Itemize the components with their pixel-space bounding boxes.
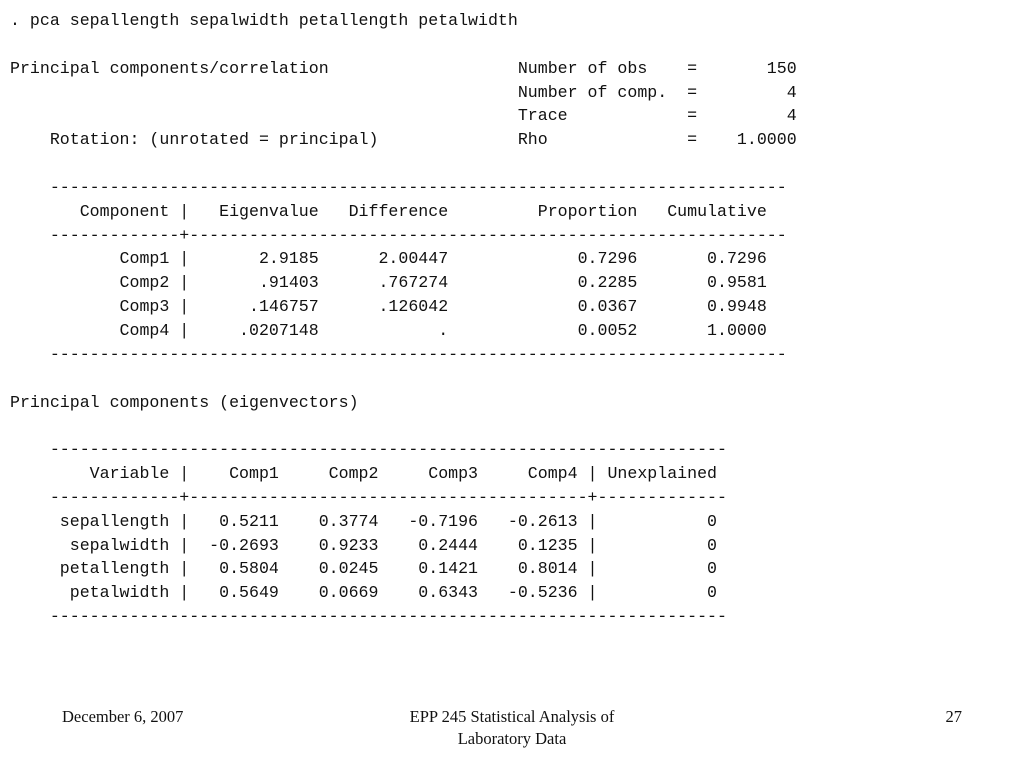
vector-table-header: Variable | Comp1 Comp2 Comp3 Comp4 | Une… <box>10 464 718 484</box>
eigen-table-row: Comp4 | .0207148 . 0.0052 1.0000 <box>10 320 767 340</box>
blank-line <box>10 152 797 176</box>
summary-header-line: Principal components/correlation Number … <box>10 58 797 78</box>
footer-page-number: 27 <box>945 707 963 726</box>
blank-line <box>10 414 797 438</box>
vector-table-rule: ----------------------------------------… <box>10 440 727 460</box>
footer-course-title: EPP 245 Statistical Analysis of Laborato… <box>312 706 712 750</box>
eigen-table-rule: ----------------------------------------… <box>10 177 787 197</box>
footer-date: December 6, 2007 <box>62 707 184 726</box>
vector-table-row: petalwidth | 0.5649 0.0669 0.6343 -0.523… <box>10 583 718 603</box>
rotation-line: Rotation: (unrotated = principal) Rho = … <box>10 130 797 150</box>
vector-table-row: sepalwidth | -0.2693 0.9233 0.2444 0.123… <box>10 535 718 555</box>
eigen-table-header: Component | Eigenvalue Difference Propor… <box>10 201 767 221</box>
eigen-table-row: Comp1 | 2.9185 2.00447 0.7296 0.7296 <box>10 249 767 269</box>
eigenvectors-title: Principal components (eigenvectors) <box>10 392 359 412</box>
vector-table-rule: -------------+--------------------------… <box>10 487 727 507</box>
blank-line <box>10 367 797 391</box>
footer-course-line: Laboratory Data <box>457 729 567 748</box>
eigen-table-row: Comp2 | .91403 .767274 0.2285 0.9581 <box>10 273 767 293</box>
vector-table-row: sepallength | 0.5211 0.3774 -0.7196 -0.2… <box>10 511 718 531</box>
stata-output: . pca sepallength sepalwidth petallength… <box>10 9 797 629</box>
vector-table-row: petallength | 0.5804 0.0245 0.1421 0.801… <box>10 559 718 579</box>
blank-line <box>10 33 797 57</box>
eigen-table-rule: ----------------------------------------… <box>10 344 787 364</box>
summary-line: Number of comp. = 4 <box>10 82 797 102</box>
summary-line: Trace = 4 <box>10 106 797 126</box>
command-line: . pca sepallength sepalwidth petallength… <box>10 11 518 30</box>
eigen-table-rule: -------------+--------------------------… <box>10 225 787 245</box>
eigen-table-row: Comp3 | .146757 .126042 0.0367 0.9948 <box>10 297 767 317</box>
vector-table-rule: ----------------------------------------… <box>10 607 727 627</box>
footer-course-line: EPP 245 Statistical Analysis of <box>409 707 615 726</box>
